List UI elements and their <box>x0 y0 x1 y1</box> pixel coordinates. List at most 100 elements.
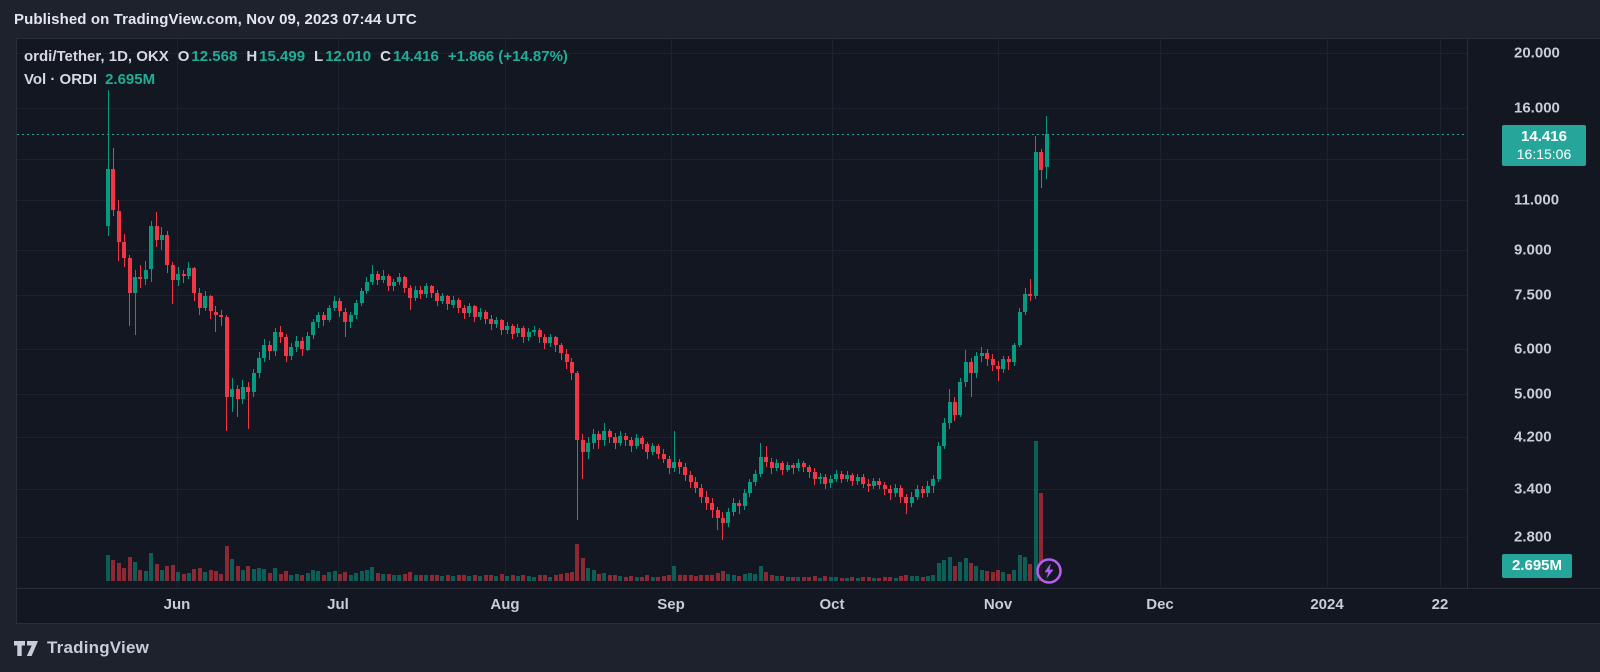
candle-body <box>176 274 181 281</box>
volume-bar <box>904 574 909 581</box>
volume-bar <box>370 567 375 581</box>
price-gridline <box>17 294 1467 296</box>
candle-body <box>106 168 110 227</box>
volume-bar <box>898 576 903 581</box>
candle-body <box>801 463 806 468</box>
candle-body <box>1001 358 1006 369</box>
volume-bar <box>138 570 143 581</box>
price-tick-label: 4.200 <box>1514 428 1552 446</box>
candle-body <box>742 492 747 506</box>
bar-countdown: 16:15:06 <box>1516 146 1572 162</box>
footer-brand[interactable]: TradingView <box>47 638 150 657</box>
candle-body <box>186 268 191 276</box>
candle-body <box>774 463 779 469</box>
volume-bar <box>186 572 191 581</box>
candle-body <box>672 461 677 469</box>
candle-wick <box>717 507 718 531</box>
candle-body <box>311 322 315 336</box>
candle-body <box>791 465 795 469</box>
volume-bar <box>386 573 391 581</box>
last-price-line <box>17 134 1467 135</box>
volume-bar <box>515 576 520 581</box>
volume-bar <box>143 571 148 581</box>
candle-body <box>656 446 661 455</box>
candle-body <box>251 373 256 392</box>
time-gridline <box>671 39 672 588</box>
candle-body <box>596 434 601 441</box>
price-gridline <box>17 200 1467 202</box>
candle-body <box>208 296 213 312</box>
candle-body <box>386 275 391 287</box>
candle-body <box>553 337 558 346</box>
volume-bar <box>569 572 574 581</box>
candle-body <box>990 358 995 366</box>
candle-wick <box>905 493 907 514</box>
volume-bar <box>667 574 671 581</box>
candle-body <box>192 268 197 293</box>
candle-body <box>634 438 639 447</box>
volume-bar <box>769 574 774 581</box>
volume-bar <box>408 572 413 581</box>
volume-bar <box>866 576 871 581</box>
volume-bar <box>149 553 154 581</box>
candle-body <box>418 289 423 295</box>
volume-bar <box>985 571 990 581</box>
time-tick-label: Jun <box>163 596 191 613</box>
time-gridline <box>505 39 506 588</box>
volume-bar <box>839 577 844 581</box>
volume-bar <box>661 576 666 581</box>
volume-bar <box>699 574 704 581</box>
candle-body <box>138 277 143 279</box>
volume-bar <box>623 576 628 581</box>
volume-bar <box>774 576 779 581</box>
candle-body <box>677 461 682 468</box>
candle-body <box>391 281 396 287</box>
volume-bar <box>586 568 591 581</box>
volume-indicator-title[interactable]: Vol · ORDI <box>24 71 98 88</box>
volume-bar <box>170 564 175 581</box>
volume-bar <box>267 572 272 581</box>
price-pane[interactable]: ordi/Tether, 1D, OKX O 12.568 H 15.499 L 12.01… <box>17 39 1467 588</box>
ohlc-close-value: 14.416 <box>392 48 439 65</box>
tradingview-logo-icon[interactable] <box>14 640 38 656</box>
time-gridline <box>1160 39 1161 588</box>
volume-bar <box>613 575 617 581</box>
candle-body <box>413 289 418 298</box>
volume-bar <box>521 574 526 581</box>
volume-bar <box>208 570 213 581</box>
price-tick-label: 16.000 <box>1514 99 1560 117</box>
candle-body <box>246 387 251 392</box>
candle-body <box>116 210 121 242</box>
volume-bar <box>278 573 283 581</box>
time-scale[interactable]: Jun Jul Aug Sep Oct Nov Dec 2024 22 <box>17 588 1600 624</box>
candle-body <box>952 401 957 415</box>
candle-body <box>985 352 990 359</box>
candle-body <box>871 480 876 487</box>
candle-body <box>219 315 224 317</box>
lightning-badge-icon[interactable] <box>1034 556 1064 586</box>
candle-body <box>607 431 612 438</box>
volume-bar <box>845 577 849 581</box>
volume-bar <box>785 576 790 581</box>
time-tick-label: 22 <box>1431 596 1449 613</box>
price-gridline <box>17 249 1467 251</box>
price-gridline <box>17 394 1467 396</box>
candle-body <box>780 463 785 470</box>
volume-bar <box>958 561 963 581</box>
candle-body <box>230 389 235 397</box>
candle-wick <box>970 357 972 397</box>
candle-body <box>602 431 607 441</box>
candle-wick <box>183 269 184 284</box>
candle-body <box>618 436 623 444</box>
volume-bar <box>726 573 731 581</box>
volume-bar <box>219 573 224 581</box>
volume-bar <box>996 570 1000 581</box>
candle-body <box>764 456 769 462</box>
volume-bar <box>499 573 504 581</box>
volume-bar <box>672 566 677 581</box>
price-scale[interactable]: 14.416 16:15:06 2.695M 20.000 16.000 11.00… <box>1467 39 1600 588</box>
candle-wick <box>215 306 217 332</box>
candle-body <box>720 518 725 524</box>
volume-bar <box>294 573 299 581</box>
symbol-title[interactable]: ordi/Tether, 1D, OKX <box>24 48 169 65</box>
